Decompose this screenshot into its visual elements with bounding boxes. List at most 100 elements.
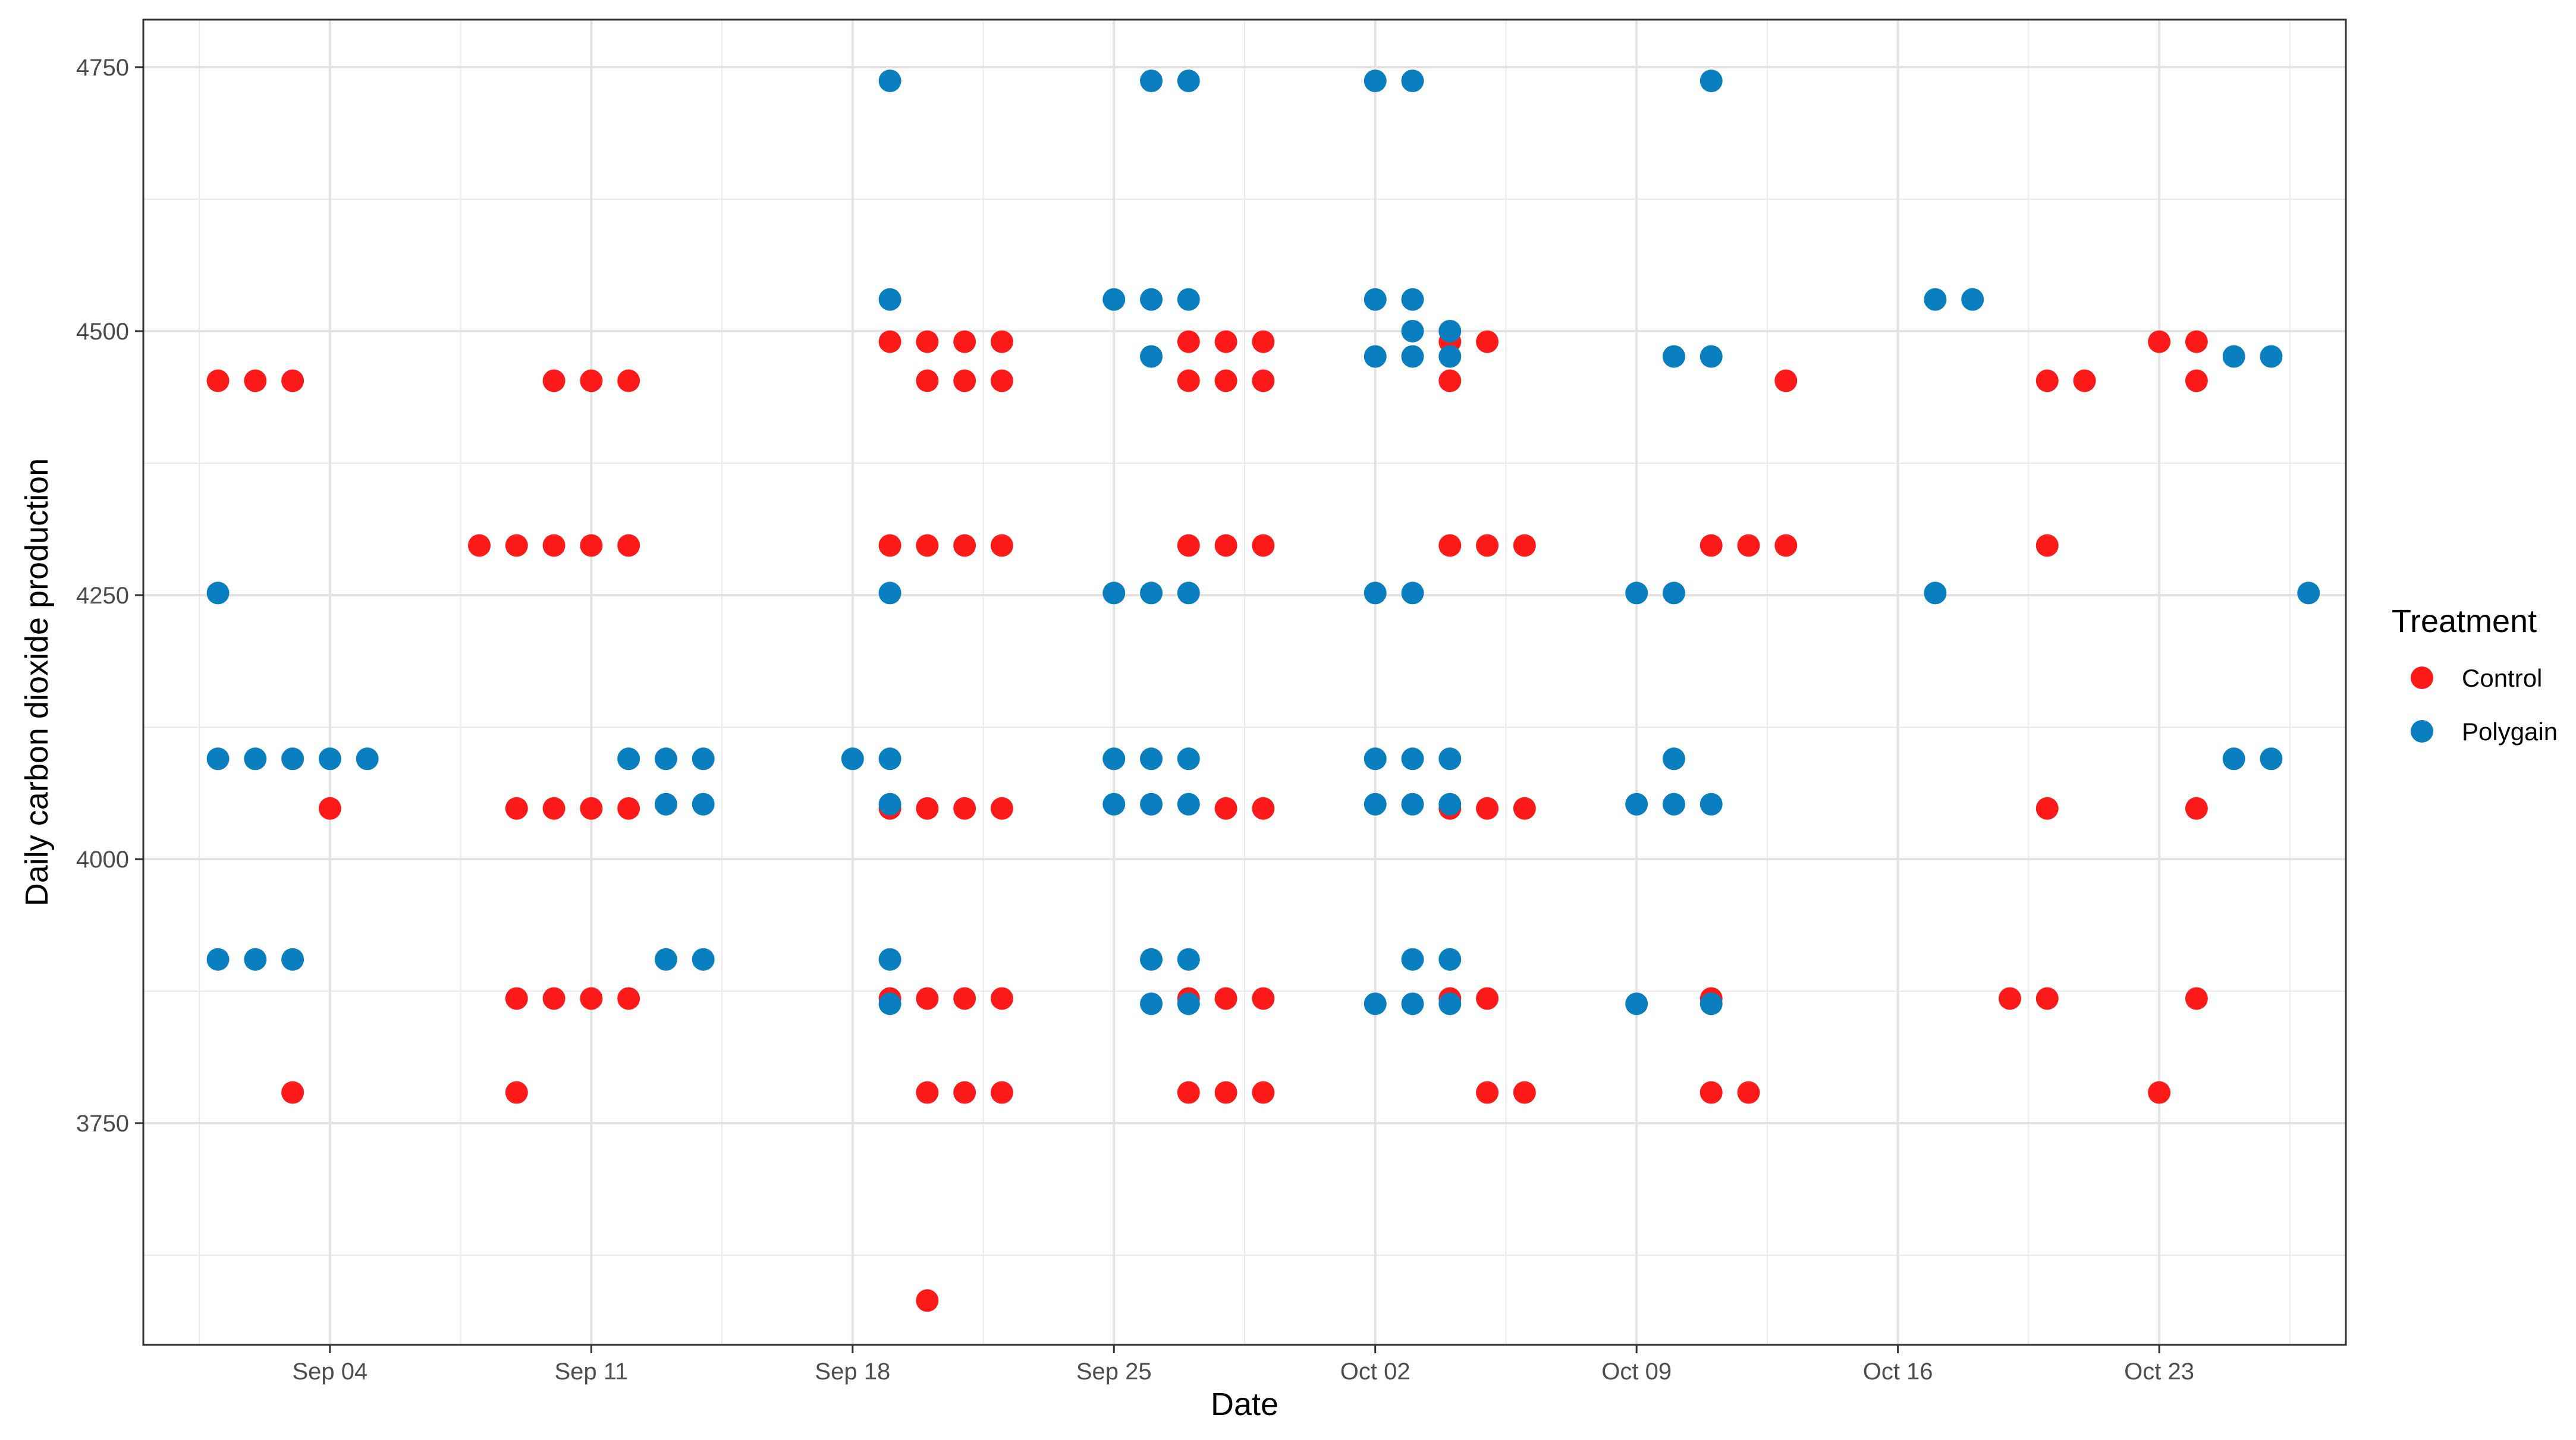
data-point-control	[953, 987, 976, 1010]
data-point-polygain	[1401, 747, 1424, 771]
legend-key-control	[2411, 666, 2433, 689]
data-point-polygain	[1401, 319, 1424, 342]
data-point-control	[990, 797, 1013, 820]
y-tick-label: 4000	[76, 847, 129, 873]
data-point-control	[1214, 330, 1237, 353]
data-point-polygain	[654, 747, 677, 771]
data-point-control	[1214, 987, 1237, 1010]
x-tick-label: Sep 04	[293, 1359, 368, 1385]
data-point-polygain	[1177, 793, 1200, 816]
data-point-polygain	[1177, 288, 1200, 311]
data-point-control	[1699, 534, 1723, 557]
data-point-control	[505, 987, 528, 1010]
data-point-control	[878, 534, 901, 557]
data-point-polygain	[1401, 948, 1424, 971]
data-point-control	[281, 1081, 304, 1104]
data-point-control	[953, 369, 976, 392]
data-point-control	[1252, 1081, 1275, 1104]
plot-panel	[142, 18, 2347, 1346]
data-point-polygain	[878, 793, 901, 816]
data-point-control	[1177, 534, 1200, 557]
x-axis-title: Date	[1211, 1386, 1278, 1422]
data-point-control	[1214, 369, 1237, 392]
data-point-polygain	[1401, 345, 1424, 368]
data-point-polygain	[1140, 992, 1163, 1015]
x-tick-label: Oct 09	[1601, 1359, 1672, 1385]
data-point-polygain	[654, 948, 677, 971]
data-point-control	[2073, 369, 2096, 392]
data-point-control	[1476, 1081, 1499, 1104]
data-point-control	[580, 987, 603, 1010]
data-point-polygain	[1140, 747, 1163, 771]
data-point-control	[1998, 987, 2021, 1010]
data-point-control	[580, 534, 603, 557]
data-point-polygain	[1699, 345, 1723, 368]
data-point-polygain	[1625, 793, 1648, 816]
data-point-polygain	[1699, 992, 1723, 1015]
data-point-polygain	[692, 948, 715, 971]
data-point-polygain	[878, 747, 901, 771]
data-point-control	[2035, 797, 2059, 820]
data-point-polygain	[1438, 319, 1462, 342]
data-point-control	[953, 534, 976, 557]
data-point-polygain	[1401, 70, 1424, 93]
data-point-control	[990, 534, 1013, 557]
data-point-polygain	[1401, 793, 1424, 816]
data-point-control	[1438, 369, 1462, 392]
data-point-control	[2185, 987, 2208, 1010]
data-point-control	[1476, 797, 1499, 820]
data-point-control	[1774, 534, 1798, 557]
data-point-polygain	[1140, 345, 1163, 368]
grid-major	[143, 20, 2346, 1345]
data-point-control	[916, 1081, 939, 1104]
data-point-polygain	[1140, 948, 1163, 971]
data-point-control	[953, 1081, 976, 1104]
data-point-control	[580, 797, 603, 820]
data-point-control	[1513, 534, 1536, 557]
data-point-control	[542, 987, 566, 1010]
data-point-control	[1177, 330, 1200, 353]
data-point-polygain	[1102, 747, 1126, 771]
data-point-polygain	[1401, 288, 1424, 311]
y-tick-label: 4250	[76, 583, 129, 609]
legend: Treatment Control Polygain	[2392, 603, 2558, 746]
data-point-polygain	[2260, 345, 2283, 368]
legend-label-control: Control	[2462, 664, 2542, 692]
data-point-control	[916, 797, 939, 820]
data-point-polygain	[878, 992, 901, 1015]
data-point-polygain	[244, 747, 267, 771]
data-point-control	[916, 534, 939, 557]
data-point-polygain	[1699, 793, 1723, 816]
series-polygain-points	[206, 70, 2320, 1015]
x-axis-ticks: Sep 04 Sep 11 Sep 18 Sep 25 Oct 02 Oct 09 Oct …	[293, 1345, 2194, 1385]
data-point-polygain	[281, 747, 304, 771]
data-point-polygain	[878, 581, 901, 605]
data-point-polygain	[206, 581, 230, 605]
data-point-polygain	[692, 793, 715, 816]
data-point-control	[1476, 987, 1499, 1010]
data-point-polygain	[1177, 992, 1200, 1015]
data-point-control	[1252, 330, 1275, 353]
x-tick-label: Sep 18	[815, 1359, 890, 1385]
data-point-control	[1177, 369, 1200, 392]
data-point-control	[505, 797, 528, 820]
data-point-control	[2035, 534, 2059, 557]
x-tick-label: Sep 11	[554, 1359, 628, 1385]
data-point-polygain	[1401, 581, 1424, 605]
data-point-polygain	[2222, 747, 2245, 771]
data-point-polygain	[878, 70, 901, 93]
data-point-control	[244, 369, 267, 392]
data-point-polygain	[1364, 70, 1387, 93]
data-point-polygain	[1662, 747, 1685, 771]
data-point-control	[990, 330, 1013, 353]
y-tick-label: 4750	[76, 55, 129, 81]
data-point-polygain	[206, 747, 230, 771]
data-point-polygain	[1177, 747, 1200, 771]
data-point-control	[1177, 1081, 1200, 1104]
data-point-control	[1737, 1081, 1760, 1104]
data-point-control	[1699, 1081, 1723, 1104]
data-point-control	[1252, 534, 1275, 557]
data-point-control	[1774, 369, 1798, 392]
data-point-control	[542, 369, 566, 392]
